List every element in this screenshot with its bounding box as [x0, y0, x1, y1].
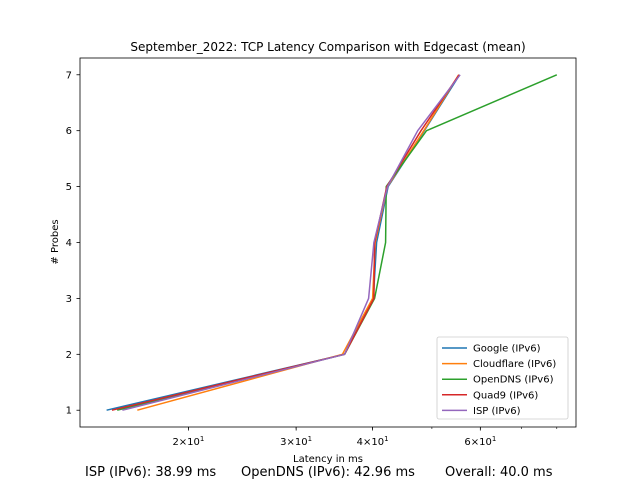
y-tick-label: 6	[66, 126, 72, 137]
y-tick-label: 7	[66, 70, 72, 81]
y-tick-label: 2	[66, 350, 72, 361]
x-tick-label: 4×101	[357, 435, 389, 448]
footer-opendns-mean: OpenDNS (IPv6): 42.96 ms	[241, 465, 415, 480]
series-line-quad9-ipv6	[111, 74, 460, 411]
x-tick-label: 2×101	[172, 435, 204, 448]
series-line-cloudflare-ipv6	[137, 74, 460, 411]
footer-overall-mean: Overall: 40.0 ms	[445, 465, 553, 480]
legend-label: ISP (IPv6)	[473, 406, 521, 417]
plot-area: 2×101 3×101 4×101 6×101 1 2 3 4 5 6 7 Google (IPv6)…	[66, 57, 577, 448]
y-tick-label: 5	[66, 182, 72, 193]
axes-frame	[79, 57, 577, 428]
series-line-google-ipv6	[106, 74, 461, 411]
series-line-isp-ipv6	[122, 74, 461, 411]
x-axis-label: Latency in ms	[293, 454, 363, 465]
x-tick-label: 3×101	[280, 435, 312, 448]
footer-isp-mean: ISP (IPv6): 38.99 ms	[85, 465, 217, 480]
legend-label: Google (IPv6)	[473, 344, 541, 355]
y-tick-label: 1	[66, 406, 72, 417]
chart-title: September_2022: TCP Latency Comparison w…	[130, 40, 525, 54]
legend-label: OpenDNS (IPv6)	[473, 375, 554, 386]
y-tick-label: 3	[66, 294, 72, 305]
x-tick-label: 6×101	[464, 435, 496, 448]
y-tick-label: 4	[66, 238, 72, 249]
legend-label: Quad9 (IPv6)	[473, 390, 538, 401]
legend-label: Cloudflare (IPv6)	[473, 359, 556, 370]
y-axis-label: # Probes	[50, 219, 61, 264]
legend-box	[436, 336, 569, 420]
